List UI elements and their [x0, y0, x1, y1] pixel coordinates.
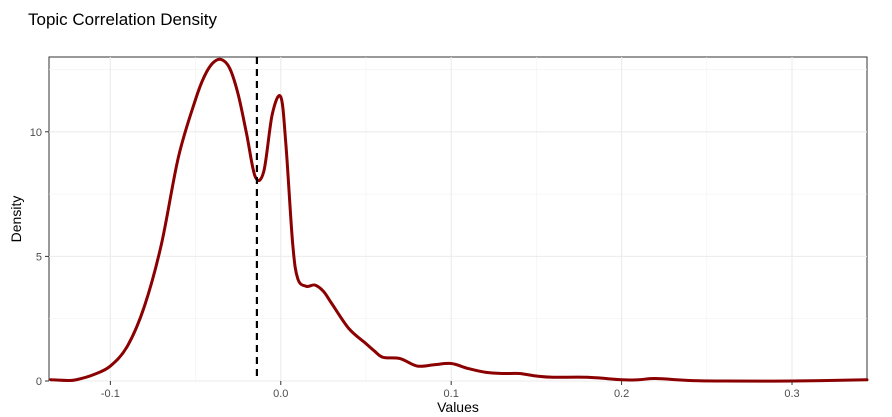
x-tick-label: 0.2 — [614, 388, 629, 400]
y-tick-label: 10 — [30, 127, 42, 139]
data-layer — [49, 57, 869, 383]
y-axis-label: Density — [8, 196, 24, 243]
x-axis-label: Values — [437, 399, 479, 415]
chart-title: Topic Correlation Density — [28, 10, 217, 29]
plot-panel — [48, 56, 868, 382]
x-tick-label: -0.1 — [101, 388, 120, 400]
y-tick-label: 0 — [36, 376, 42, 388]
x-tick-label: 0.3 — [784, 388, 799, 400]
y-tick-label: 5 — [36, 251, 42, 263]
x-tick-label: 0.1 — [444, 388, 459, 400]
density-curve — [49, 57, 869, 383]
x-tick-label: 0.0 — [273, 388, 288, 400]
axes: -0.1 0.0 0.1 0.2 0.3 0 5 10 — [30, 127, 800, 400]
